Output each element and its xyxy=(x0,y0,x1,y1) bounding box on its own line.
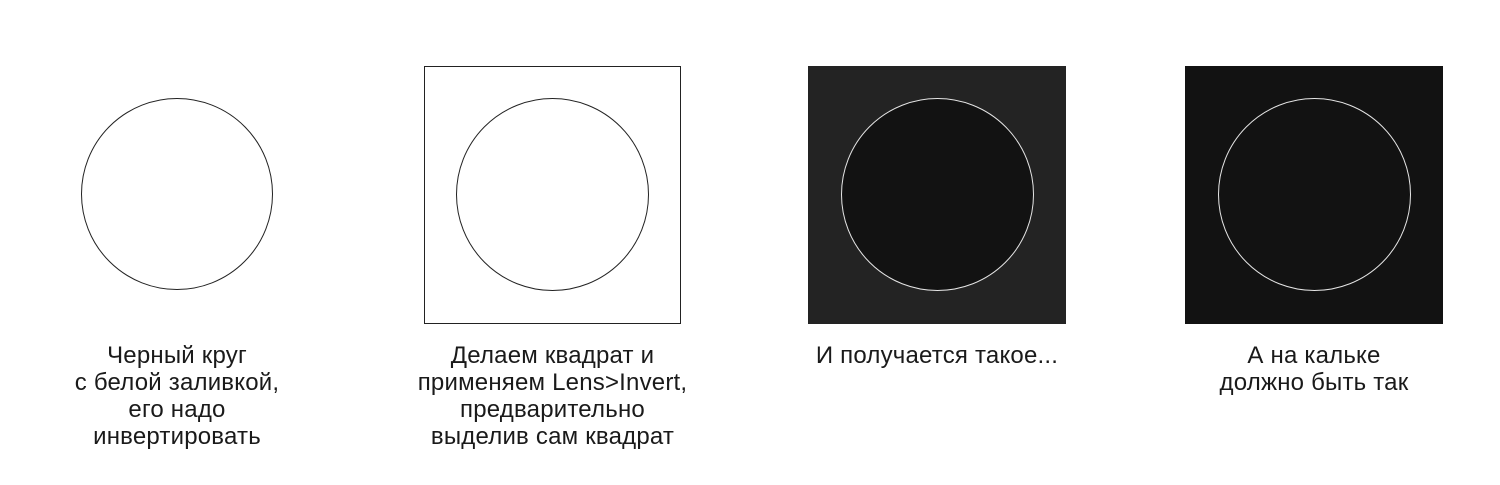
caption-line: должно быть так xyxy=(1219,369,1409,396)
caption-line: выделив сам квадрат xyxy=(430,423,675,450)
caption-line: Черный круг xyxy=(107,342,247,369)
caption-line: с белой заливкой, xyxy=(74,369,280,396)
caption-square-with-lens: Делаем квадрат и применяем Lens>Invert, … xyxy=(400,342,705,450)
caption-line: предварительно xyxy=(460,396,645,423)
inverted-black-circle xyxy=(841,98,1034,291)
caption-inverted-result: И получается такое... xyxy=(787,342,1087,369)
caption-desired-result: А на кальке должно быть так xyxy=(1164,342,1464,396)
white-filled-circle xyxy=(456,98,649,291)
caption-original-circle: Черный круг с белой заливкой, его надо и… xyxy=(27,342,327,450)
caption-line: применяем Lens>Invert, xyxy=(417,369,688,396)
caption-line: А на кальке xyxy=(1247,342,1381,369)
outlined-black-circle xyxy=(1218,98,1411,291)
caption-line: И получается такое... xyxy=(815,342,1059,369)
caption-line: Делаем квадрат и xyxy=(450,342,655,369)
caption-line: его надо xyxy=(128,396,226,423)
caption-line: инвертировать xyxy=(93,423,261,450)
white-filled-circle xyxy=(81,98,273,290)
